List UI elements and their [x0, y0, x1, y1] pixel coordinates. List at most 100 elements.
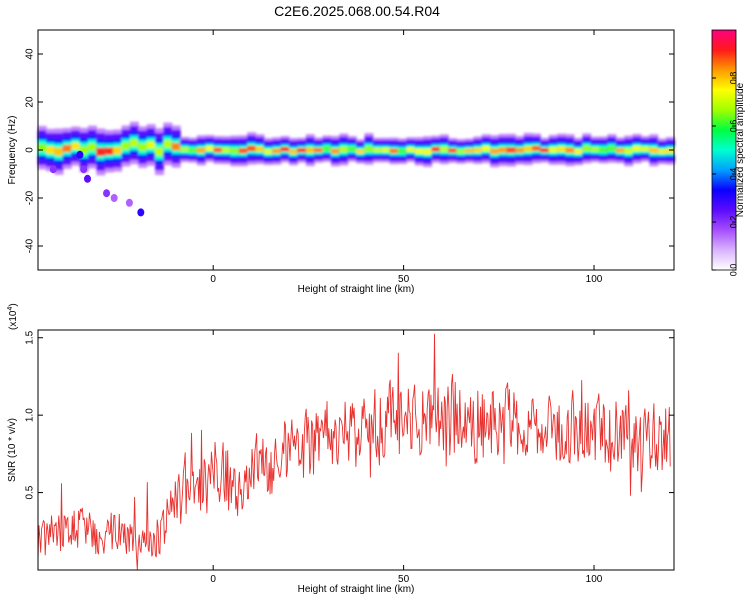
band-cell-4 [565, 147, 575, 153]
band-cell-4 [523, 146, 533, 152]
snr-y-ticks: 0.5 1.0 1.5 [25, 330, 674, 500]
band-cell-4 [557, 146, 567, 152]
band-cell-4 [615, 148, 625, 153]
band-cell-4 [414, 148, 424, 154]
scatter-blob [110, 194, 118, 202]
band-cell-4 [222, 147, 232, 153]
band-cell-4 [423, 148, 433, 155]
band-cell-4 [649, 147, 659, 154]
scatter-blobs [49, 150, 145, 217]
band-cell-4 [330, 148, 340, 154]
band-cell-4 [188, 147, 198, 153]
band-cell-4 [146, 141, 156, 149]
band-cell-4 [129, 139, 139, 147]
svg-text:(x104): (x104) [7, 303, 19, 330]
band-cell-4 [465, 148, 474, 153]
band-cell-4 [322, 146, 332, 151]
x-tick-label: 0 [210, 574, 216, 585]
scatter-blob [137, 208, 145, 217]
band-cell-4 [548, 147, 558, 153]
band-cell-4 [573, 149, 583, 154]
band-cell-4 [272, 148, 282, 154]
band-cell-4 [347, 146, 357, 152]
snr-y-axis-label: SNR (10 * v/v) [7, 418, 18, 482]
band-cell-4 [599, 147, 609, 153]
spectrogram-y-ticks: -40 -20 0 20 40 [25, 48, 674, 253]
colorbar-tick-label: 0.0 [728, 264, 738, 277]
band-cell-4 [163, 140, 173, 148]
band-cell-4 [54, 147, 64, 156]
band-cell-4 [138, 143, 148, 151]
band-cell-4 [532, 145, 542, 151]
scatter-blob [49, 165, 57, 174]
y-tick-label: -20 [25, 190, 36, 205]
spectrogram-x-axis-label: Height of straight line (km) [298, 284, 415, 295]
scatter-blob [125, 198, 133, 207]
band-cell-4 [305, 147, 315, 153]
band-cell-4 [255, 146, 265, 152]
x-tick-label: 100 [586, 274, 603, 285]
band-cell-4 [657, 149, 667, 154]
band-cell-4 [632, 146, 642, 152]
y-tick-label: 1.5 [25, 330, 36, 344]
band-cell-4 [607, 145, 617, 151]
band-cell-4 [439, 146, 449, 152]
band-cell-4 [339, 146, 349, 153]
band-cell-4 [154, 147, 164, 156]
snr-plot-frame [37, 329, 675, 571]
band-cell-4 [62, 144, 72, 153]
band-cell-4 [247, 145, 257, 152]
band-cell-4 [280, 146, 290, 152]
band-cell-4 [205, 146, 215, 151]
band-cell-4 [490, 148, 500, 155]
scatter-blob [103, 189, 111, 198]
y-tick-label: 0.5 [25, 485, 36, 499]
y-tick-label: 20 [25, 96, 36, 108]
spectrogram-panel: 0 50 100 -40 -20 0 20 40 Height of straight li… [7, 29, 676, 295]
snr-panel: 0 50 100 0.5 1.0 1.5 Height of straight line… [7, 303, 675, 595]
band-cell-4 [79, 146, 89, 155]
x-tick-label: 0 [210, 274, 216, 285]
band-cell-4 [515, 147, 525, 153]
band-cell-4 [372, 147, 382, 153]
colorbar-label: Normalized spectral amplitude [735, 82, 746, 217]
band-cell-4 [314, 147, 324, 153]
x-tick-label: 50 [398, 274, 410, 285]
band-cell-4 [540, 148, 550, 153]
band-cell-4 [46, 146, 56, 154]
band-cell-4 [473, 147, 483, 153]
scatter-blob [84, 174, 92, 183]
band-cell-4 [113, 146, 123, 155]
band-cell-4 [640, 146, 650, 152]
band-cell-4 [121, 142, 131, 150]
figure-title: C2E6.2025.068.00.54.R04 [274, 3, 440, 19]
y-tick-label: 40 [25, 48, 36, 60]
band-cell-4 [71, 142, 81, 150]
colorbar-bar [711, 29, 737, 271]
snr-scale-factor: (x104) [7, 303, 19, 330]
colorbar-tick-label: 0.6 [728, 120, 738, 133]
band-cell-4 [666, 148, 676, 154]
spectrogram-y-axis-label: Frequency (Hz) [7, 116, 18, 185]
snr-scale-base: (x10 [8, 310, 19, 330]
band-cell-4 [582, 145, 592, 151]
band-cell-4 [364, 146, 374, 152]
colorbar-ticks: 0.0 0.2 0.4 0.6 0.8 [712, 72, 738, 277]
band-cell-4 [180, 147, 190, 152]
colorbar: 0.0 0.2 0.4 0.6 0.8 Normalized spectral ampl… [711, 29, 746, 277]
snr-x-ticks: 0 50 100 [210, 330, 603, 585]
band-cell-4 [381, 147, 391, 153]
band-cell-4 [196, 147, 206, 153]
scatter-blob [76, 150, 84, 159]
frequency-band-heatmap [37, 121, 676, 176]
x-tick-label: 50 [398, 574, 410, 585]
band-cell-4 [590, 147, 600, 152]
colorbar-tick-label: 0.4 [728, 168, 738, 181]
band-cell-4 [96, 147, 106, 157]
band-cell-4 [448, 148, 458, 153]
snr-x-axis-label: Height of straight line (km) [298, 584, 415, 595]
snr-series-line [37, 333, 671, 571]
band-cell-4 [238, 148, 248, 154]
y-tick-label: 0 [25, 147, 36, 153]
